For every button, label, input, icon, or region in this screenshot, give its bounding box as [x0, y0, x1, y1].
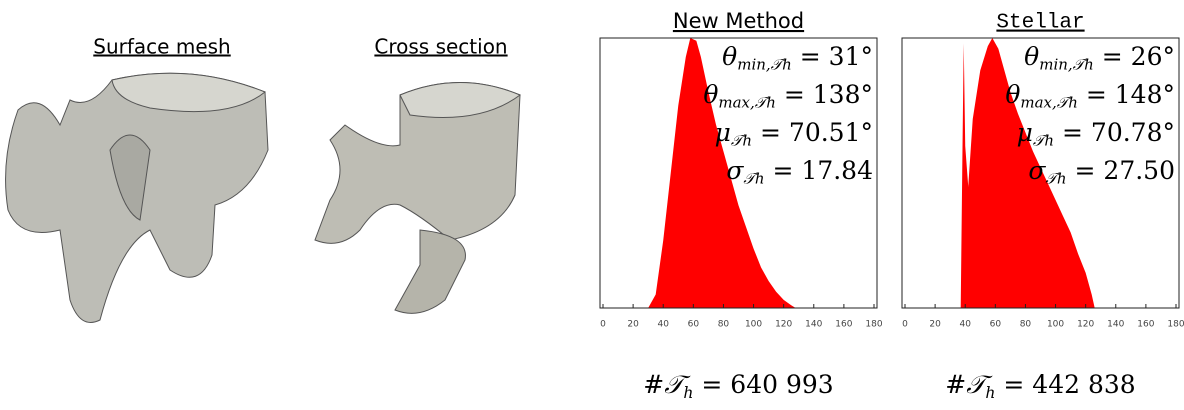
x-tick-label: 120 [775, 320, 792, 330]
math-text: θmin,𝒯h = 26° [1024, 42, 1175, 74]
rhs: = 148° [1078, 80, 1175, 109]
x-tick-label: 60 [688, 320, 700, 330]
math-text: σ𝒯h = 27.50 [1028, 156, 1175, 188]
math-text: #𝒯h = 442 838 [945, 370, 1135, 402]
subscript: h [683, 384, 693, 402]
x-tick-label: 100 [1047, 320, 1064, 330]
symbol: θ [722, 42, 737, 71]
subscript: min,𝒯h [1039, 56, 1094, 74]
rhs: = 70.78° [1054, 118, 1175, 147]
chart-title: New Method [673, 9, 804, 33]
surface-mesh [6, 73, 268, 322]
x-tick-label: 120 [1077, 320, 1094, 330]
x-tick-label: 0 [902, 320, 908, 330]
panel-label: Cross section [374, 35, 507, 59]
math-text: θmax,𝒯h = 138° [703, 80, 873, 112]
math-text: σ𝒯h = 17.84 [726, 156, 873, 188]
panel-label: Surface mesh [93, 35, 230, 59]
subscript: max,𝒯h [718, 94, 776, 112]
math-text: μ𝒯h = 70.78° [1017, 118, 1175, 150]
rhs: = 17.84 [765, 156, 873, 185]
subscript: 𝒯h [1033, 132, 1054, 150]
symbol: μ [1017, 118, 1033, 147]
figure: Surface mesh Cross section 0 20 40 60 80 100 1… [0, 0, 1184, 410]
symbol: θ [703, 80, 718, 109]
x-tick-label: 40 [959, 320, 971, 330]
rhs: = 70.51° [752, 118, 873, 147]
symbol: σ [726, 156, 744, 185]
x-tick-label: 80 [718, 320, 730, 330]
subscript: 𝒯h [731, 132, 752, 150]
x-tick-label: 180 [865, 320, 882, 330]
math-text: θmin,𝒯h = 31° [722, 42, 873, 74]
x-tick-label: 100 [745, 320, 762, 330]
symbol: θ [1005, 80, 1020, 109]
x-tick-label: 0 [600, 320, 606, 330]
x-tick-label: 20 [627, 320, 639, 330]
x-tick-label: 60 [990, 320, 1002, 330]
symbol: μ [715, 118, 731, 147]
page: Surface mesh Cross section 0 20 40 60 80 100 1… [0, 0, 1184, 410]
x-tick-label: 160 [835, 320, 852, 330]
rhs: = 138° [776, 80, 873, 109]
chart-title: Stellar [996, 12, 1084, 35]
subscript: min,𝒯h [737, 56, 792, 74]
cross-section [315, 83, 520, 314]
math-text: #𝒯h = 640 993 [643, 370, 833, 402]
symbol: σ [1028, 156, 1046, 185]
x-tick-label: 160 [1137, 320, 1154, 330]
subscript: h [985, 384, 995, 402]
x-tick-label: 80 [1020, 320, 1032, 330]
subscript: 𝒯h [743, 170, 764, 188]
x-tick-label: 180 [1167, 320, 1184, 330]
symbol: θ [1024, 42, 1039, 71]
rhs: = 640 993 [693, 370, 833, 399]
rhs: = 26° [1094, 42, 1175, 71]
x-tick-label: 140 [1107, 320, 1124, 330]
x-tick-label: 20 [929, 320, 941, 330]
rhs: = 31° [792, 42, 873, 71]
rhs: = 442 838 [995, 370, 1135, 399]
rhs: = 27.50 [1067, 156, 1175, 185]
x-tick-label: 140 [805, 320, 822, 330]
x-tick-label: 40 [657, 320, 669, 330]
subscript: 𝒯h [1045, 170, 1066, 188]
math-text: θmax,𝒯h = 148° [1005, 80, 1175, 112]
subscript: max,𝒯h [1020, 94, 1078, 112]
math-text: μ𝒯h = 70.51° [715, 118, 873, 150]
